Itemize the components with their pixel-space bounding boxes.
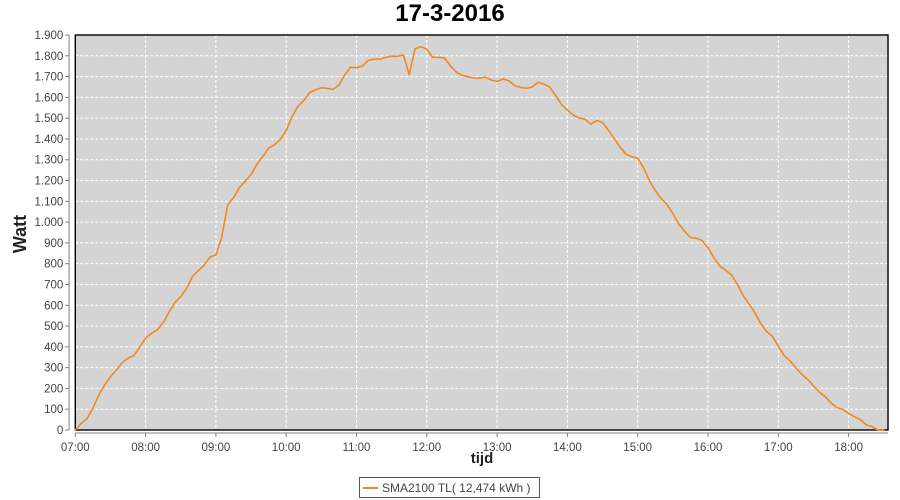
svg-text:800: 800 — [44, 259, 63, 271]
svg-text:500: 500 — [44, 321, 63, 333]
svg-text:0: 0 — [57, 425, 63, 437]
svg-text:700: 700 — [44, 279, 63, 291]
svg-text:300: 300 — [44, 363, 63, 375]
svg-text:1.200: 1.200 — [35, 176, 64, 188]
svg-text:1.500: 1.500 — [35, 113, 64, 125]
svg-text:1.800: 1.800 — [35, 51, 64, 63]
svg-text:1.400: 1.400 — [35, 134, 64, 146]
svg-text:1.600: 1.600 — [35, 92, 64, 104]
svg-text:1.700: 1.700 — [35, 72, 64, 84]
svg-text:200: 200 — [44, 383, 63, 395]
svg-text:900: 900 — [44, 238, 63, 250]
svg-text:1.100: 1.100 — [35, 196, 64, 208]
svg-text:1.000: 1.000 — [35, 217, 64, 229]
svg-text:400: 400 — [44, 342, 63, 354]
svg-text:1.300: 1.300 — [35, 155, 64, 167]
svg-text:100: 100 — [44, 404, 63, 416]
svg-text:1.900: 1.900 — [35, 30, 64, 42]
svg-text:600: 600 — [44, 300, 63, 312]
